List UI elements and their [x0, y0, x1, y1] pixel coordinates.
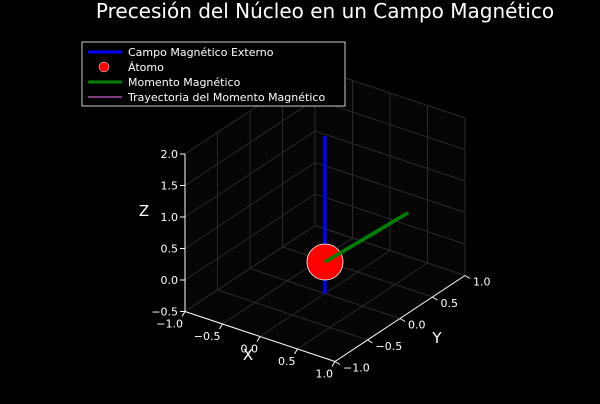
y-tick-mark [464, 275, 471, 279]
legend-frame [81, 41, 346, 107]
z-tick-label: 0.5 [161, 243, 179, 256]
x-tick-mark [181, 311, 186, 317]
x-tick-label: −0.5 [194, 330, 221, 343]
grid-line-z-back [314, 130, 466, 182]
series-line-top [324, 211, 409, 264]
z-tick-label: 2.0 [161, 148, 179, 161]
legend-swatch [98, 61, 110, 73]
grid-line-z-back [314, 99, 466, 150]
x-tick-label: −1.0 [156, 318, 183, 331]
axis-lines [180, 153, 471, 367]
legend-entry-label: Momento Magnético [128, 76, 241, 89]
legend-entry-label: Átomo [128, 61, 164, 74]
grid-line-y-floor [282, 246, 433, 298]
grid-line-z-side [184, 225, 316, 312]
grid-line-z-back [314, 162, 466, 213]
x-tick-label: 1.0 [316, 368, 334, 381]
z-tick-label: −0.5 [151, 306, 178, 319]
y-tick-label: 1.0 [473, 276, 491, 289]
y-tick-mark [432, 296, 438, 301]
y-tick-label: 0.0 [408, 319, 426, 332]
y-tick-mark [367, 339, 373, 344]
x-axis-label: X [243, 346, 253, 364]
y-tick-label: 0.5 [441, 297, 459, 310]
z-tick-label: 0.0 [161, 274, 179, 287]
tick-labels: −1.0−0.50.00.51.0 −1.0−0.50.00.51.0−0.50.… [151, 148, 490, 381]
x-tick-mark [219, 323, 223, 330]
grid-line-z-back [314, 225, 466, 276]
z-tick-label: 1.5 [161, 180, 179, 193]
x-tick-label: 0.0 [241, 343, 259, 356]
legend-entry-label: Campo Magnético Externo [128, 46, 274, 59]
y-tick-mark [334, 361, 341, 365]
x-tick-mark [294, 348, 298, 355]
grid-line-z-side [184, 193, 316, 281]
legend: Campo Magnético Externo Átomo Momento Magn… [81, 41, 346, 107]
grid-line-z-side [184, 162, 316, 249]
grid-line-y-floor [217, 289, 368, 341]
grid-line-z-side [184, 130, 316, 218]
grid-line-z-side [184, 99, 316, 186]
legend-entry-label: Trayectoria del Momento Magnético [127, 91, 325, 104]
y-tick-mark [399, 318, 406, 322]
y-tick-label: −0.5 [376, 340, 403, 353]
grid-line-z-back [314, 193, 466, 245]
chart-title: Precesión del Núcleo en un Campo Magnéti… [96, 0, 554, 23]
x-tick-label: 0.5 [278, 355, 296, 368]
y-axis-label: Y [431, 329, 442, 347]
x-tick-mark [256, 336, 261, 342]
data-series [306, 136, 409, 294]
x-tick-mark [331, 361, 336, 367]
y-tick-label: −1.0 [343, 362, 370, 375]
z-tick-label: 1.0 [161, 211, 179, 224]
z-axis-label: Z [139, 202, 149, 220]
